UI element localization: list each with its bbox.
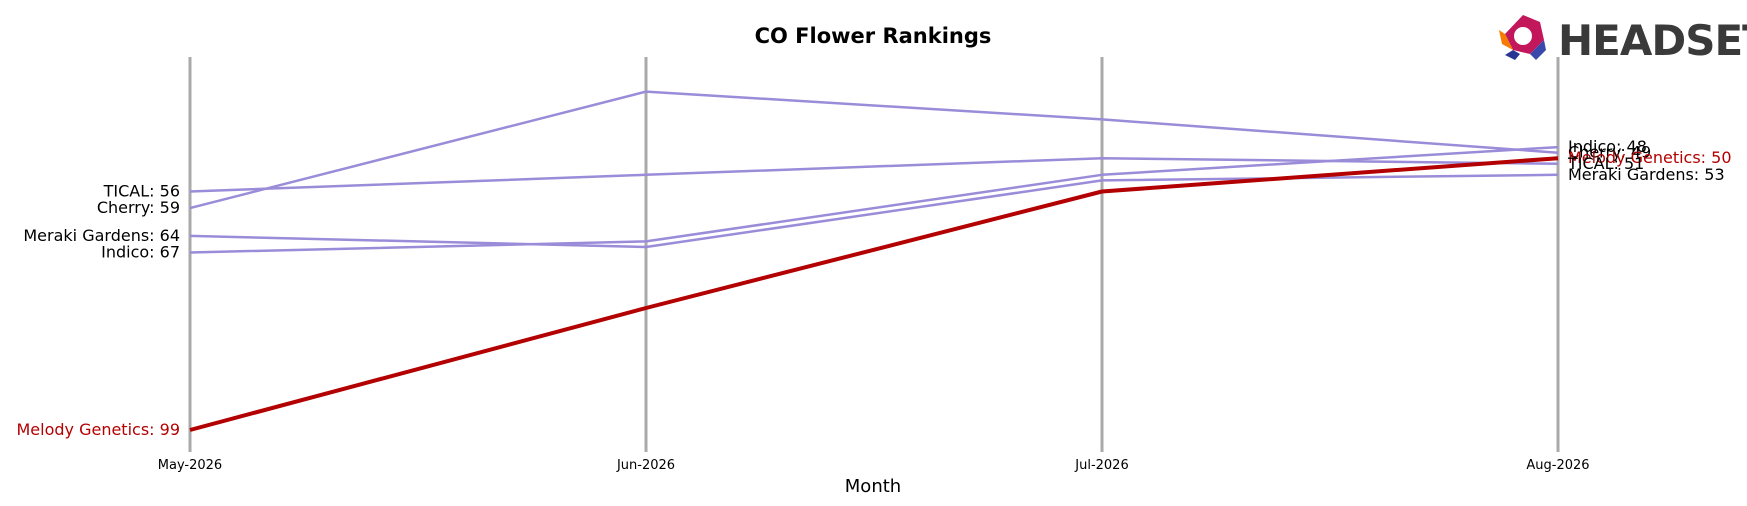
x-tick-label: Jun-2026 <box>616 458 675 473</box>
logo-text: HEADSET <box>1558 16 1747 65</box>
series-lines <box>189 90 1559 432</box>
end-label: Cherry: 49 <box>1568 143 1651 162</box>
start-label: Meraki Gardens: 64 <box>23 226 180 245</box>
start-label: Indico: 67 <box>101 243 180 262</box>
start-label: TICAL: 56 <box>103 182 180 201</box>
start-label: Melody Genetics: 99 <box>16 420 180 439</box>
series-line-meraki-gardens <box>189 173 1559 249</box>
x-tick-label: Jul-2026 <box>1074 458 1128 473</box>
end-label: Indico: 48 <box>1568 137 1647 156</box>
end-label: Meraki Gardens: 53 <box>1568 165 1725 184</box>
end-label: TICAL: 51 <box>1567 154 1644 173</box>
logo-mark-orange <box>1499 30 1513 50</box>
x-tick-label: May-2026 <box>158 458 222 473</box>
end-label: Melody Genetics: 50 <box>1568 148 1732 167</box>
x-tick-label: Aug-2026 <box>1526 458 1589 473</box>
x-tick-labels: May-2026 Jun-2026 Jul-2026 Aug-2026 <box>158 458 1590 473</box>
logo-mark-blue <box>1530 40 1546 60</box>
series-line-melody-genetics <box>189 156 1559 432</box>
series-line-cherry <box>189 90 1559 210</box>
x-axis-label: Month <box>845 476 901 497</box>
series-line-indico <box>189 145 1559 254</box>
start-label: Cherry: 59 <box>97 198 180 217</box>
chart-title: CO Flower Rankings <box>755 24 992 48</box>
month-gridlines <box>188 57 1560 452</box>
headset-logo: HEADSET <box>1499 15 1747 65</box>
logo-mark-navy <box>1505 50 1520 60</box>
logo-mark-hole <box>1514 27 1532 45</box>
